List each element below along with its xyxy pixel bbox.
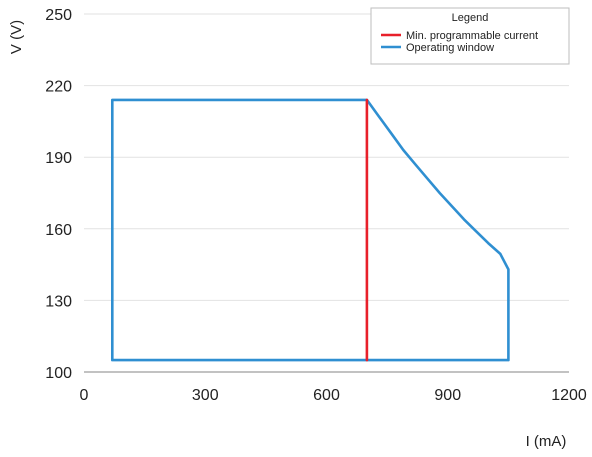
series-operating-window: [111, 98, 510, 362]
y-tick-label: 190: [45, 150, 72, 167]
y-tick-label: 100: [45, 365, 72, 382]
y-axis-title: V (V): [8, 20, 25, 54]
x-tick-label: 300: [192, 387, 219, 404]
legend-label: Operating window: [406, 42, 494, 54]
series-lines: [111, 98, 510, 362]
x-axis-title: I (mA): [526, 433, 567, 450]
legend-title: Legend: [452, 12, 489, 24]
x-tick-label: 900: [434, 387, 461, 404]
gridlines: [84, 13, 569, 373]
tick-labels: 100 130 160 190 220 250 0 300 600 900 1200: [45, 7, 587, 404]
y-tick-label: 160: [45, 222, 72, 239]
legend-label: Min. programmable current: [406, 30, 538, 42]
legend: Legend Min. programmable currentOperatin…: [370, 7, 570, 65]
y-tick-label: 220: [45, 79, 72, 96]
y-tick-label: 250: [45, 7, 72, 24]
x-tick-label: 1200: [551, 387, 587, 404]
x-tick-label: 600: [313, 387, 340, 404]
legend-box: [370, 7, 570, 65]
x-tick-label: 0: [80, 387, 89, 404]
y-tick-label: 130: [45, 293, 72, 310]
